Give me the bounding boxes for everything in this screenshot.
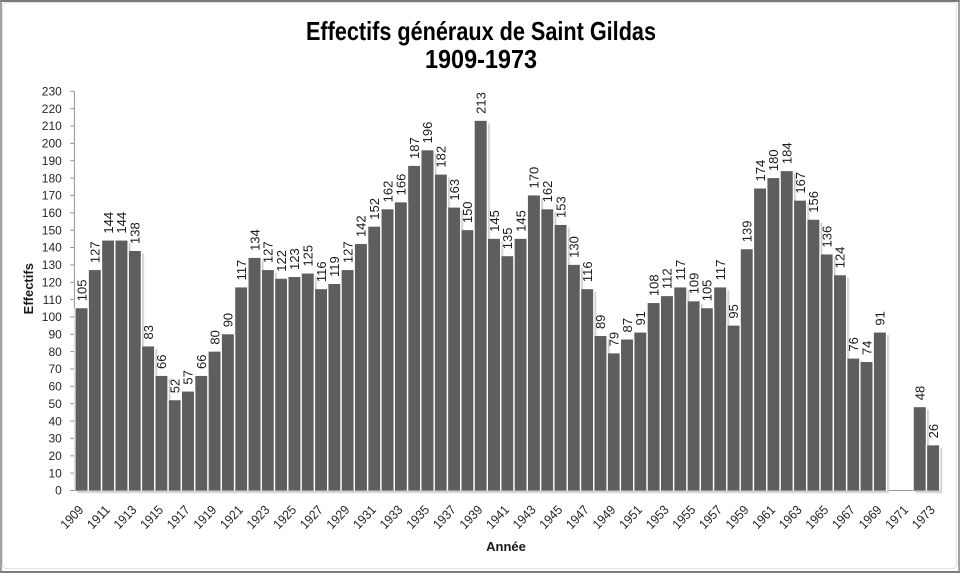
svg-text:127: 127 xyxy=(261,241,276,263)
svg-text:80: 80 xyxy=(207,330,222,344)
svg-text:90: 90 xyxy=(221,313,236,327)
svg-text:144: 144 xyxy=(101,212,116,234)
svg-text:153: 153 xyxy=(553,196,568,218)
svg-text:0: 0 xyxy=(55,484,62,498)
svg-text:196: 196 xyxy=(420,122,435,144)
svg-text:187: 187 xyxy=(407,137,422,159)
svg-text:76: 76 xyxy=(846,337,861,351)
svg-text:90: 90 xyxy=(48,328,62,342)
svg-text:184: 184 xyxy=(779,142,794,164)
svg-text:108: 108 xyxy=(646,274,661,296)
svg-text:160: 160 xyxy=(42,206,62,220)
svg-text:105: 105 xyxy=(700,280,715,302)
svg-text:170: 170 xyxy=(527,167,542,189)
svg-text:135: 135 xyxy=(500,227,515,249)
svg-text:122: 122 xyxy=(274,250,289,272)
svg-text:120: 120 xyxy=(42,275,62,289)
svg-text:74: 74 xyxy=(859,341,874,355)
svg-text:200: 200 xyxy=(42,137,62,151)
svg-text:116: 116 xyxy=(314,261,329,282)
svg-text:117: 117 xyxy=(673,260,688,281)
svg-text:130: 130 xyxy=(567,236,582,258)
svg-text:210: 210 xyxy=(42,119,62,133)
svg-text:156: 156 xyxy=(806,191,821,213)
svg-text:100: 100 xyxy=(42,310,62,324)
svg-text:20: 20 xyxy=(48,449,62,463)
svg-text:144: 144 xyxy=(114,212,129,234)
svg-text:134: 134 xyxy=(247,229,262,251)
svg-text:116: 116 xyxy=(580,261,595,282)
svg-text:110: 110 xyxy=(43,293,62,307)
svg-text:162: 162 xyxy=(380,181,395,203)
svg-text:Effectifs: Effectifs xyxy=(21,263,36,314)
svg-text:150: 150 xyxy=(42,223,62,237)
svg-text:127: 127 xyxy=(88,241,103,263)
svg-text:87: 87 xyxy=(620,318,635,332)
svg-text:10: 10 xyxy=(48,466,62,480)
svg-text:60: 60 xyxy=(48,380,62,394)
svg-text:150: 150 xyxy=(460,201,475,223)
svg-text:136: 136 xyxy=(819,226,834,248)
svg-text:83: 83 xyxy=(141,325,156,339)
svg-text:30: 30 xyxy=(48,432,62,446)
svg-text:123: 123 xyxy=(287,248,302,270)
svg-text:66: 66 xyxy=(154,354,169,368)
svg-text:170: 170 xyxy=(42,189,62,203)
svg-text:117: 117 xyxy=(234,260,249,281)
svg-text:152: 152 xyxy=(367,198,382,220)
svg-text:145: 145 xyxy=(487,210,502,232)
svg-text:40: 40 xyxy=(48,414,62,428)
svg-text:124: 124 xyxy=(833,247,848,269)
svg-text:52: 52 xyxy=(167,379,182,393)
svg-text:95: 95 xyxy=(726,304,741,318)
svg-text:180: 180 xyxy=(42,171,62,185)
svg-text:140: 140 xyxy=(42,241,62,255)
svg-text:180: 180 xyxy=(766,149,781,171)
svg-text:Année: Année xyxy=(486,539,526,554)
svg-text:127: 127 xyxy=(340,241,355,263)
svg-text:138: 138 xyxy=(128,222,143,244)
svg-text:142: 142 xyxy=(354,215,369,237)
svg-text:1909-1973: 1909-1973 xyxy=(425,44,537,74)
svg-text:119: 119 xyxy=(327,256,342,277)
svg-text:167: 167 xyxy=(793,172,808,194)
svg-text:117: 117 xyxy=(713,260,728,281)
svg-text:145: 145 xyxy=(513,210,528,232)
svg-text:190: 190 xyxy=(42,154,62,168)
svg-text:91: 91 xyxy=(873,311,888,325)
svg-text:125: 125 xyxy=(300,245,315,267)
svg-text:220: 220 xyxy=(42,102,62,116)
svg-text:79: 79 xyxy=(607,332,622,346)
svg-text:182: 182 xyxy=(434,146,449,168)
svg-text:50: 50 xyxy=(48,397,62,411)
svg-text:70: 70 xyxy=(48,362,62,376)
svg-text:230: 230 xyxy=(42,85,62,99)
svg-text:66: 66 xyxy=(194,354,209,368)
svg-text:139: 139 xyxy=(740,221,755,243)
svg-text:48: 48 xyxy=(913,386,928,400)
svg-text:130: 130 xyxy=(42,258,62,272)
svg-text:166: 166 xyxy=(394,174,409,196)
svg-text:163: 163 xyxy=(447,179,462,201)
svg-text:105: 105 xyxy=(74,280,89,302)
svg-text:162: 162 xyxy=(540,181,555,203)
svg-text:109: 109 xyxy=(686,273,701,295)
svg-text:112: 112 xyxy=(660,268,675,289)
svg-text:174: 174 xyxy=(753,160,768,182)
svg-text:89: 89 xyxy=(593,315,608,329)
svg-text:213: 213 xyxy=(473,92,488,114)
svg-text:26: 26 xyxy=(926,424,941,438)
svg-text:91: 91 xyxy=(633,311,648,325)
svg-text:80: 80 xyxy=(48,345,62,359)
svg-text:57: 57 xyxy=(181,370,196,384)
svg-text:Effectifs généraux de Saint Gi: Effectifs généraux de Saint Gildas xyxy=(306,16,656,46)
